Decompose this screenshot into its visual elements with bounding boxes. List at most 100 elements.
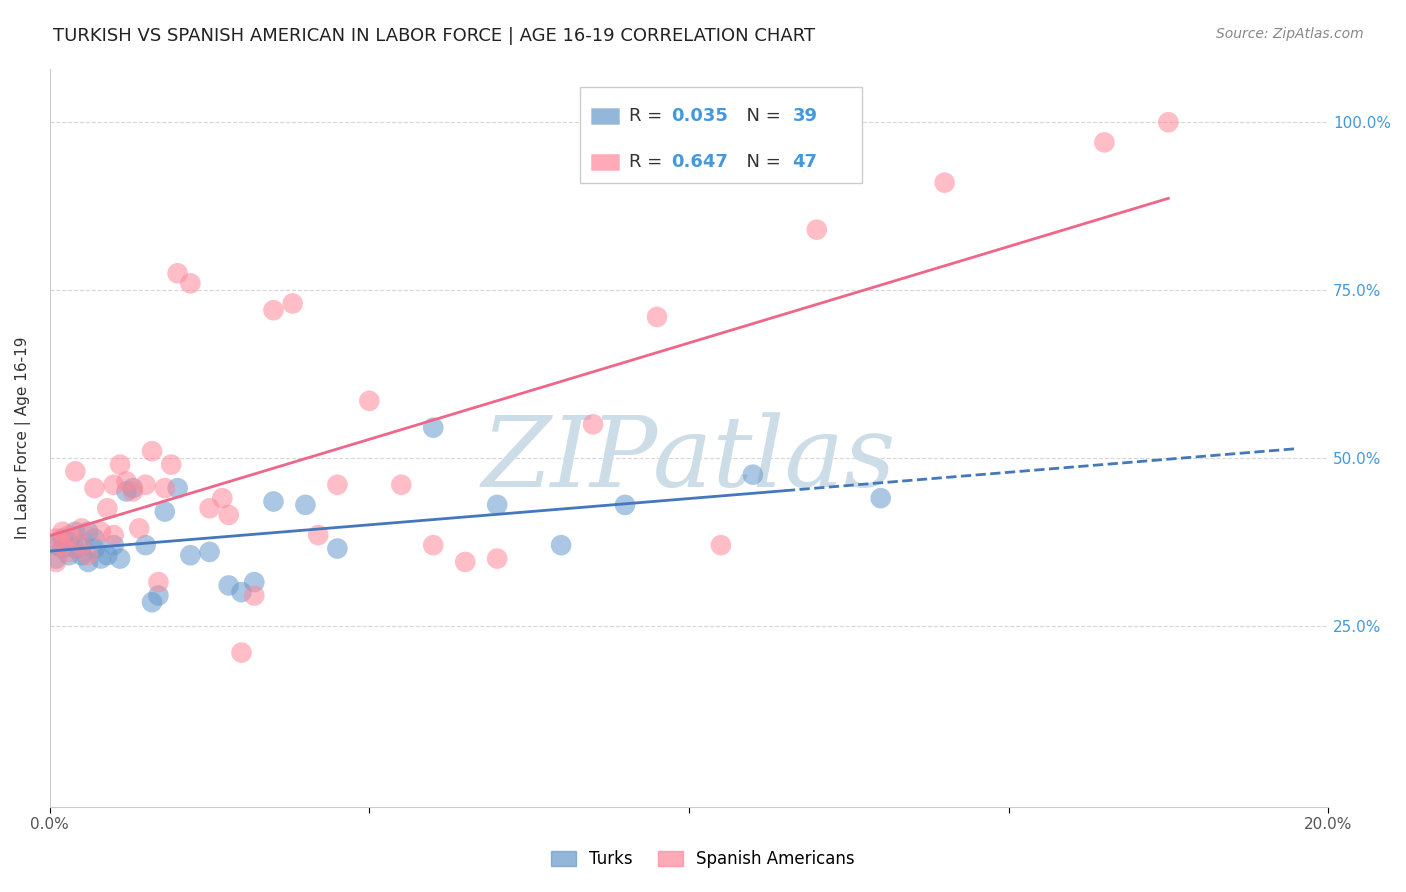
Point: [65, 541, 87, 556]
Point: [486, 498, 509, 512]
Point: [77, 524, 100, 539]
Point: [166, 481, 188, 495]
Point: [58, 528, 80, 542]
Point: [166, 266, 188, 280]
Text: TURKISH VS SPANISH AMERICAN IN LABOR FORCE | AGE 16-19 CORRELATION CHART: TURKISH VS SPANISH AMERICAN IN LABOR FOR…: [53, 27, 815, 45]
FancyBboxPatch shape: [581, 87, 862, 183]
Point: [294, 498, 316, 512]
Point: [231, 646, 253, 660]
Text: 0.647: 0.647: [671, 153, 728, 171]
Point: [326, 541, 349, 556]
Point: [45, 538, 67, 552]
Point: [115, 475, 138, 489]
Point: [263, 494, 285, 508]
Point: [422, 538, 444, 552]
Point: [198, 501, 221, 516]
Point: [51, 532, 73, 546]
Legend: Turks, Spanish Americans: Turks, Spanish Americans: [544, 844, 862, 875]
Point: [83, 532, 105, 546]
Point: [550, 538, 572, 552]
Point: [135, 538, 157, 552]
Point: [70, 548, 93, 562]
Point: [153, 505, 176, 519]
Point: [389, 477, 412, 491]
Text: N =: N =: [735, 107, 786, 125]
Point: [741, 467, 763, 482]
Point: [45, 532, 67, 546]
Point: [65, 524, 87, 539]
Point: [141, 595, 163, 609]
Point: [83, 541, 105, 556]
Point: [70, 521, 93, 535]
Point: [103, 538, 125, 552]
Point: [243, 589, 266, 603]
Text: 39: 39: [793, 107, 817, 125]
Point: [153, 481, 176, 495]
Point: [179, 277, 201, 291]
Point: [231, 585, 253, 599]
Point: [96, 501, 118, 516]
Point: [128, 521, 150, 535]
Point: [70, 538, 93, 552]
Point: [108, 551, 131, 566]
Point: [1157, 115, 1180, 129]
Point: [121, 484, 143, 499]
Point: [243, 575, 266, 590]
Point: [70, 538, 93, 552]
Point: [135, 477, 157, 491]
Point: [160, 458, 183, 472]
Point: [141, 444, 163, 458]
Point: [83, 481, 105, 495]
Point: [58, 534, 80, 549]
Point: [65, 464, 87, 478]
Text: R =: R =: [628, 153, 668, 171]
Point: [422, 420, 444, 434]
Point: [121, 481, 143, 495]
Point: [307, 528, 329, 542]
Point: [179, 548, 201, 562]
Point: [359, 393, 381, 408]
Point: [90, 551, 112, 566]
Text: 47: 47: [793, 153, 817, 171]
Point: [45, 551, 67, 566]
Point: [486, 551, 509, 566]
Point: [103, 477, 125, 491]
FancyBboxPatch shape: [591, 153, 619, 170]
Point: [281, 296, 304, 310]
Point: [326, 477, 349, 491]
Point: [869, 491, 891, 505]
Text: Source: ZipAtlas.com: Source: ZipAtlas.com: [1216, 27, 1364, 41]
Point: [58, 545, 80, 559]
Point: [211, 491, 233, 505]
Point: [51, 524, 73, 539]
Point: [614, 498, 637, 512]
Y-axis label: In Labor Force | Age 16-19: In Labor Force | Age 16-19: [15, 336, 31, 539]
Point: [51, 541, 73, 556]
Point: [218, 578, 240, 592]
Point: [90, 524, 112, 539]
Text: ZIPatlas: ZIPatlas: [482, 412, 896, 508]
Point: [148, 589, 170, 603]
Point: [454, 555, 477, 569]
Point: [806, 222, 828, 236]
Point: [96, 548, 118, 562]
Point: [77, 555, 100, 569]
Point: [58, 548, 80, 562]
Point: [582, 417, 605, 432]
Point: [710, 538, 733, 552]
Point: [108, 458, 131, 472]
Point: [148, 575, 170, 590]
Text: R =: R =: [628, 107, 668, 125]
Point: [1094, 136, 1116, 150]
Point: [645, 310, 668, 324]
Text: N =: N =: [735, 153, 786, 171]
Point: [77, 548, 100, 562]
FancyBboxPatch shape: [591, 108, 619, 124]
Point: [218, 508, 240, 522]
Point: [263, 303, 285, 318]
Point: [103, 528, 125, 542]
Point: [934, 176, 956, 190]
Point: [198, 545, 221, 559]
Point: [45, 555, 67, 569]
Text: 0.035: 0.035: [671, 107, 728, 125]
